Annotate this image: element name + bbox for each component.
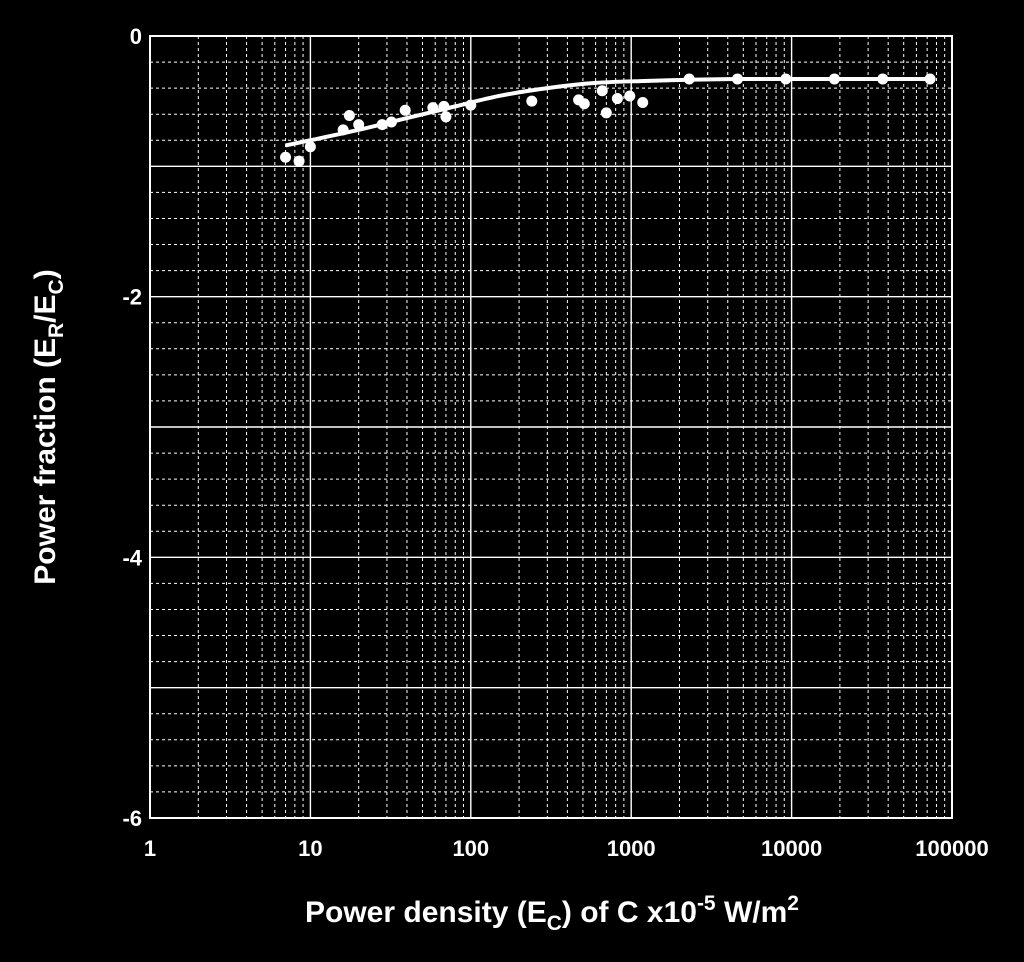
x-tick-labels: 1 10 100 1000 10000 100000 bbox=[144, 836, 989, 861]
y-axis-title-sub1: R bbox=[45, 323, 68, 338]
data-point bbox=[293, 155, 305, 167]
data-point bbox=[385, 116, 397, 128]
x-tick-label: 1000 bbox=[607, 836, 656, 861]
data-point bbox=[438, 100, 450, 112]
x-axis-title-prefix: Power density (E bbox=[305, 896, 547, 929]
x-axis-title-middle2: W/m bbox=[716, 896, 788, 929]
data-point bbox=[924, 73, 936, 85]
y-tick-label: -6 bbox=[122, 806, 142, 831]
y-tick-labels: 0 -2 -4 -6 bbox=[122, 24, 142, 831]
y-tick-label: -4 bbox=[122, 545, 142, 570]
x-tick-label: 100000 bbox=[915, 836, 988, 861]
y-tick-label: -2 bbox=[122, 285, 142, 310]
fit-line bbox=[285, 76, 931, 148]
plot-frame bbox=[149, 35, 953, 819]
data-point bbox=[828, 73, 840, 85]
x-axis-title-sub: C bbox=[547, 912, 562, 935]
data-point bbox=[353, 119, 365, 131]
x-axis-title-middle: ) of C x10 bbox=[562, 896, 697, 929]
data-point bbox=[578, 98, 590, 110]
series-layer bbox=[280, 73, 936, 167]
data-point bbox=[780, 73, 792, 85]
x-axis-title-sup1: -5 bbox=[697, 892, 716, 915]
data-point bbox=[637, 96, 649, 108]
data-point bbox=[376, 119, 388, 131]
x-tick-label: 10 bbox=[298, 836, 322, 861]
data-point bbox=[611, 93, 623, 105]
data-point bbox=[526, 95, 538, 107]
y-axis-title-middle: /E bbox=[29, 294, 62, 322]
data-point bbox=[343, 110, 355, 122]
y-tick-label: 0 bbox=[130, 24, 142, 49]
y-axis-title-prefix: Power fraction (E bbox=[29, 338, 62, 585]
data-point bbox=[465, 99, 477, 111]
data-point bbox=[337, 124, 349, 136]
data-point bbox=[877, 73, 889, 85]
y-axis-title-suffix: ) bbox=[29, 269, 62, 279]
x-tick-label: 1 bbox=[144, 836, 156, 861]
data-point bbox=[624, 90, 636, 102]
data-point bbox=[304, 141, 316, 153]
data-point bbox=[440, 111, 452, 123]
data-point bbox=[427, 102, 439, 114]
grid bbox=[149, 35, 952, 819]
x-axis-title: Power density (EC) of C x10-5 W/m2 bbox=[305, 892, 799, 935]
x-axis-title-sup2: 2 bbox=[787, 892, 799, 915]
y-axis-title-sub2: C bbox=[45, 279, 68, 294]
x-tick-label: 10000 bbox=[761, 836, 822, 861]
data-point bbox=[683, 73, 695, 85]
x-tick-label: 100 bbox=[452, 836, 489, 861]
data-point bbox=[280, 151, 292, 163]
data-point bbox=[732, 73, 744, 85]
y-axis-title: Power fraction (ER/EC) bbox=[29, 269, 68, 584]
data-point bbox=[600, 107, 612, 119]
data-point bbox=[596, 85, 608, 97]
data-point bbox=[399, 104, 411, 116]
